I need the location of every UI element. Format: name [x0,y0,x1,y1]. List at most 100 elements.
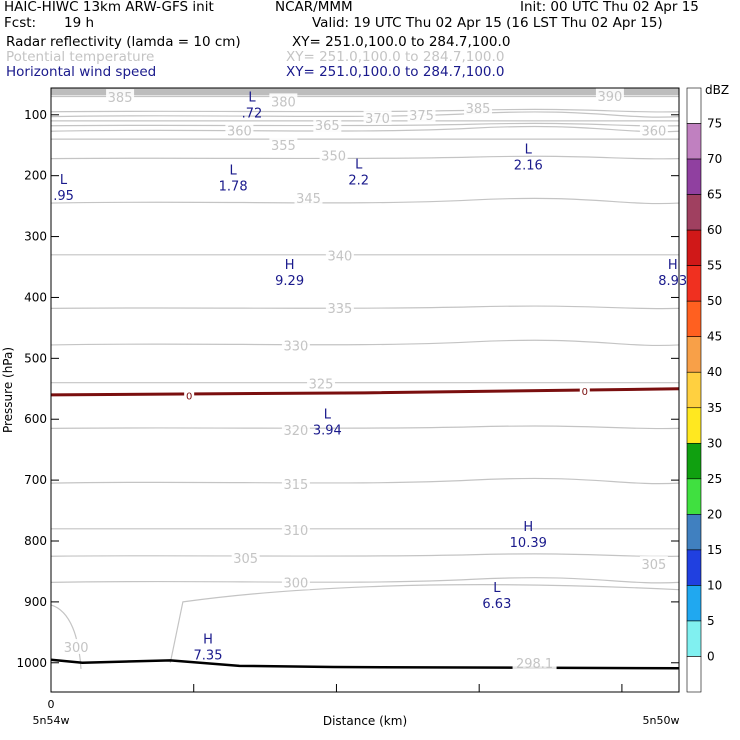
theta-label-350: 350 [321,150,346,165]
colorbar-swatch [686,585,702,622]
theta-label-340: 340 [327,249,352,264]
theta-label-bg [225,122,254,138]
colorbar-swatch [686,87,702,124]
plot-frame [50,87,680,693]
colorbar-swatch [686,478,702,515]
extremum-kind-L: L [324,407,332,422]
theta-label-365: 365 [315,119,340,134]
theta-contour-365 [50,122,680,127]
y-tick-label: 700 [24,473,47,487]
theta-label-bg [595,87,624,103]
theta-contour-335 [50,305,680,310]
extremum-value: 3.94 [313,423,342,438]
theta-label-360: 360 [227,125,252,140]
header: HAIC-HIWC 13km ARW-GFS init NCAR/MMM Ini… [0,0,740,90]
theta-label-bg [313,117,342,133]
colorbar-swatch [686,158,702,195]
colorbar-swatch [686,514,702,551]
theta-label-bg [464,100,493,116]
field-name-wind: Horizontal wind speed [6,64,157,80]
theta-contour-300-mid [169,584,680,663]
theta-label-305: 305 [641,558,666,573]
theta-label-bg [269,93,298,109]
theta-contour-305 [50,553,680,558]
theta-label-bg [281,337,310,353]
extremum-value: .72 [242,107,263,122]
extremum-value: 2.16 [514,158,543,173]
top-grey-band [51,88,679,96]
colorbar-level-label: 50 [707,294,722,308]
colorbar-swatch [686,620,702,657]
colorbar-swatch [686,194,702,231]
colorbar-level-label: 55 [707,259,722,273]
y-tick-label: 300 [24,230,47,244]
freezing-level-label: 0 [186,391,192,402]
extremum-value: 2.2 [348,174,369,189]
x-axis: 0 5n54w 5n50w [33,684,680,727]
theta-contour-300 [50,577,680,584]
y-tick-label: 600 [24,412,47,426]
theta-contour-380 [50,108,680,113]
theta-label-bg [231,550,260,566]
theta-label-bg [294,190,323,206]
theta-label-bg [512,654,557,670]
theta-contour-350 [50,155,680,160]
freezing-label-bg [579,384,590,397]
model-title: HAIC-HIWC 13km ARW-GFS init [4,0,214,15]
theta-contour-330 [50,339,680,347]
freezing-level-line [50,387,680,397]
extremum-value: 1.78 [219,180,248,195]
y-tick-label: 400 [24,290,47,304]
theta-contour-315 [50,477,680,485]
theta-label-bg [281,475,310,491]
theta-label-355: 355 [271,139,296,154]
colorbar-swatch [686,265,702,302]
y-tick-label: 500 [24,351,47,365]
colorbar-level-label: 40 [707,365,722,379]
valid-time: Valid: 19 UTC Thu 02 Apr 15 (16 LST Thu … [312,15,663,31]
theta-label-390: 390 [598,90,623,105]
x-end-label-right: 5n50w [643,714,680,727]
colorbar-swatch [686,371,702,409]
theta-label-bg [62,638,91,654]
extremum-value: 10.39 [510,536,547,551]
colorbar-level-label: 70 [707,152,722,166]
theta-label-bg [639,556,668,572]
theta-label-bg [106,89,135,105]
extremum-kind-L: L [525,142,533,157]
extremum-kind-H: H [203,633,213,648]
theta-label-315: 315 [284,478,309,493]
theta-label-305: 305 [233,552,258,567]
y-tick-label: 1000 [16,656,47,670]
y-axis: 100 200 300 400 500 600 700 800 900 1000 [16,108,679,670]
theta-label-bg [281,522,310,538]
colorbar-level-label: 45 [707,330,722,344]
field-name-theta: Potential temperature [6,49,155,65]
colorbar-level-label: 25 [707,472,722,486]
colorbar-level-label: 10 [707,578,722,592]
theta-label-385: 385 [108,91,133,106]
theta-label-300: 300 [284,576,309,591]
extremum-value: .95 [53,189,74,204]
theta-label-bg [325,299,354,315]
theta-label-bg [363,109,392,125]
colorbar-swatch [686,442,702,480]
extremum-kind-L: L [229,164,237,179]
theta-label-335: 335 [327,302,352,317]
theta-label-345: 345 [296,192,321,207]
x-axis-label: Distance (km) [323,714,407,728]
extremum-kind-L: L [493,581,501,596]
fcst-value: 19 h [64,15,95,31]
freezing-level-label: 0 [582,387,588,398]
theta-label-375: 375 [409,109,434,124]
wind-extrema-labels: L.72L.95L1.78L2.2L2.16H9.29H8.93L3.94H10… [53,91,687,664]
theta-label-320: 320 [284,424,309,439]
terrain-line [50,658,680,670]
y-tick-label: 200 [24,169,47,183]
y-axis-label: Pressure (hPa) [1,347,15,433]
theta-label-325: 325 [309,377,334,392]
colorbar-level-label: 15 [707,543,722,557]
terrain-line-path [50,658,680,670]
